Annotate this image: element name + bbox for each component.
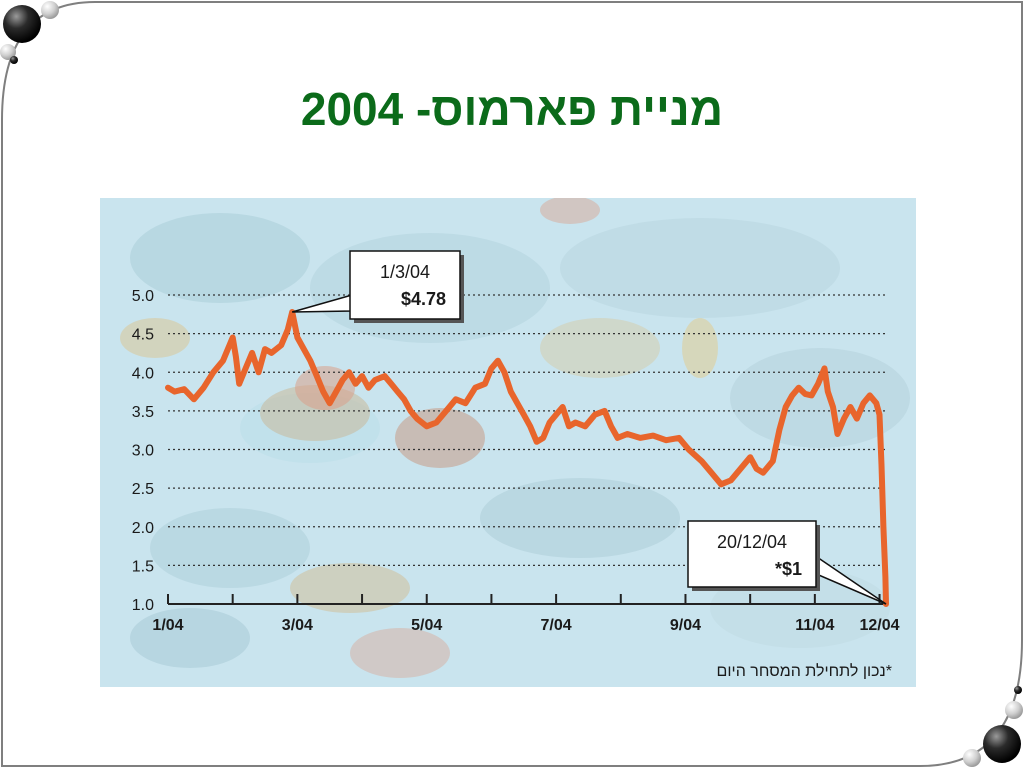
x-tick-label: 9/04 (670, 617, 701, 634)
callout-date: 1/3/04 (380, 262, 430, 282)
callout-box (349, 250, 461, 320)
callout: 20/12/04 *$1 (687, 520, 887, 605)
decor-ball (41, 1, 59, 19)
y-tick-label: 2.5 (132, 481, 154, 498)
annotations: 1/3/04 $4.78 20/12/04 *$1 (291, 250, 887, 605)
x-tick-label: 11/04 (795, 617, 834, 634)
chart-background (100, 198, 916, 687)
y-tick-label: 5.0 (132, 288, 154, 305)
decor-ball (963, 749, 981, 767)
decor-ball (1014, 686, 1022, 694)
y-tick-label: 1.0 (132, 597, 154, 614)
x-tick-label: 3/04 (282, 617, 313, 634)
chart-svg: 1.0 1.5 2.0 2.5 3.0 3.5 4.0 4.5 5.0 1/04 3/04 5/04 7… (100, 198, 916, 687)
x-tick-label: 5/04 (411, 617, 442, 634)
axes: 1.0 1.5 2.0 2.5 3.0 3.5 4.0 4.5 5.0 1/04 3/04 5/04 7… (132, 288, 900, 634)
footnote: *נכון לתחילת המסחר היום (716, 663, 892, 680)
decor-ball (3, 5, 41, 43)
y-tick-label: 3.5 (132, 404, 154, 421)
callout-date: 20/12/04 (717, 532, 787, 552)
y-tick-label: 3.0 (132, 443, 154, 460)
y-tick-label: 1.5 (132, 558, 154, 575)
x-tick-label: 12/04 (860, 617, 900, 634)
series-line-layer (165, 309, 889, 607)
y-tick-label: 4.0 (132, 365, 154, 382)
slide-title: מניית פארמוס- 2004 (300, 83, 724, 135)
y-tick-label: 2.0 (132, 520, 154, 537)
callout-value: *$1 (775, 559, 802, 579)
y-tick-label: 4.5 (132, 327, 154, 344)
callout-value: $4.78 (401, 289, 446, 309)
decor-ball (0, 44, 16, 60)
decor-ball (10, 56, 18, 64)
callout-box (687, 520, 817, 588)
x-tick-label: 1/04 (152, 617, 183, 634)
series-line (165, 309, 889, 607)
stock-chart: 1.0 1.5 2.0 2.5 3.0 3.5 4.0 4.5 5.0 1/04 3/04 5/04 7… (100, 198, 916, 687)
decor-ball (983, 725, 1021, 763)
x-tick-label: 7/04 (541, 617, 572, 634)
callout: 1/3/04 $4.78 (291, 250, 464, 323)
decor-ball (1005, 701, 1023, 719)
